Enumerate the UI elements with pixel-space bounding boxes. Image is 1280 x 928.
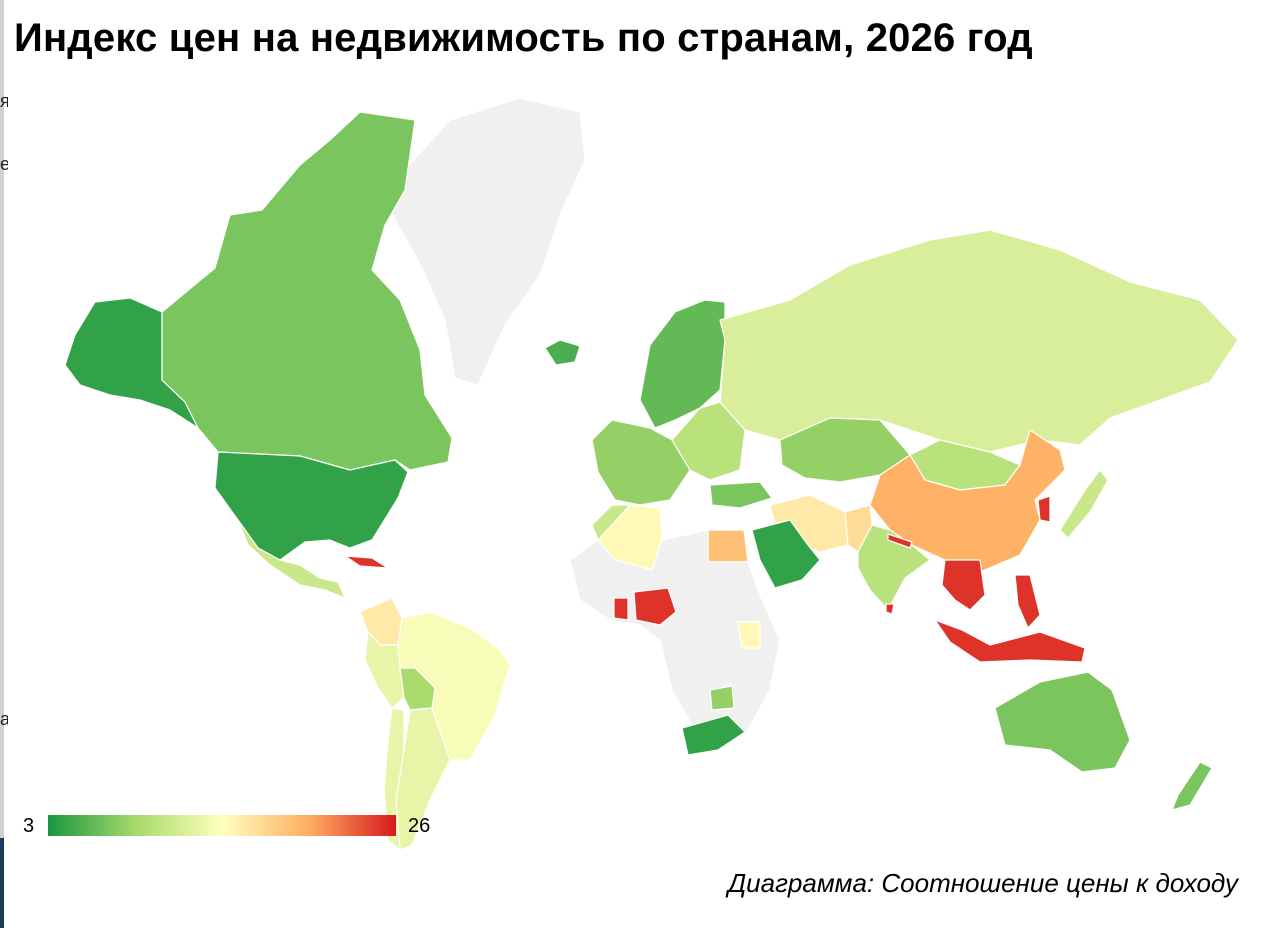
region-new-zealand bbox=[1171, 761, 1213, 811]
left-window-edge-dark bbox=[0, 838, 4, 928]
region-south-africa bbox=[681, 714, 746, 756]
legend-min-label: 3 bbox=[23, 815, 35, 837]
region-southeast-asia bbox=[941, 559, 986, 611]
region-australia bbox=[994, 671, 1131, 773]
edge-glyph: а bbox=[0, 710, 8, 728]
edge-glyph: е bbox=[0, 155, 8, 173]
region-nepal bbox=[887, 533, 913, 549]
region-usa bbox=[214, 451, 409, 561]
region-zimbabwe bbox=[709, 685, 735, 711]
region-turkey bbox=[709, 481, 773, 509]
region-russia bbox=[719, 229, 1239, 453]
region-indonesia bbox=[934, 619, 1086, 663]
edge-glyph: я bbox=[0, 92, 8, 110]
page-title: Индекс цен на недвижимость по странам, 2… bbox=[14, 16, 1033, 60]
region-canada bbox=[161, 111, 453, 471]
chart-caption: Диаграмма: Соотношение цены к доходу bbox=[727, 868, 1238, 898]
region-egypt bbox=[707, 529, 749, 563]
region-cuba bbox=[344, 555, 389, 569]
region-eastern-europe bbox=[671, 401, 746, 481]
region-japan bbox=[1059, 469, 1109, 539]
region-iceland bbox=[544, 339, 581, 366]
region-western-europe bbox=[591, 419, 691, 506]
legend-color-scale bbox=[48, 815, 396, 836]
region-kenya bbox=[737, 621, 761, 649]
region-sri-lanka bbox=[885, 603, 895, 615]
region-chile bbox=[383, 707, 405, 851]
region-ghana bbox=[613, 597, 629, 621]
legend-max-label: 26 bbox=[408, 815, 431, 837]
region-philippines bbox=[1014, 574, 1041, 629]
left-window-edge bbox=[0, 0, 4, 928]
region-korea bbox=[1037, 495, 1051, 523]
region-saudi-arabia bbox=[751, 519, 821, 589]
region-nigeria bbox=[633, 587, 677, 626]
region-india bbox=[857, 524, 931, 611]
region-mexico bbox=[237, 519, 346, 599]
region-greenland bbox=[391, 97, 586, 386]
region-morocco bbox=[591, 504, 631, 541]
region-colombia bbox=[359, 597, 403, 646]
